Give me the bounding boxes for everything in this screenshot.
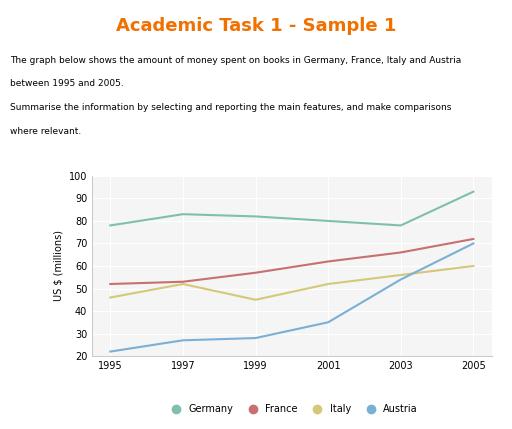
Text: between 1995 and 2005.: between 1995 and 2005.	[10, 79, 124, 88]
Text: The graph below shows the amount of money spent on books in Germany, France, Ita: The graph below shows the amount of mone…	[10, 56, 461, 65]
Y-axis label: US $ (millions): US $ (millions)	[53, 230, 63, 302]
Text: Summarise the information by selecting and reporting the main features, and make: Summarise the information by selecting a…	[10, 103, 452, 112]
Text: Academic Task 1 - Sample 1: Academic Task 1 - Sample 1	[116, 17, 396, 35]
Legend: Germany, France, Italy, Austria: Germany, France, Italy, Austria	[162, 401, 422, 418]
Text: where relevant.: where relevant.	[10, 127, 81, 136]
